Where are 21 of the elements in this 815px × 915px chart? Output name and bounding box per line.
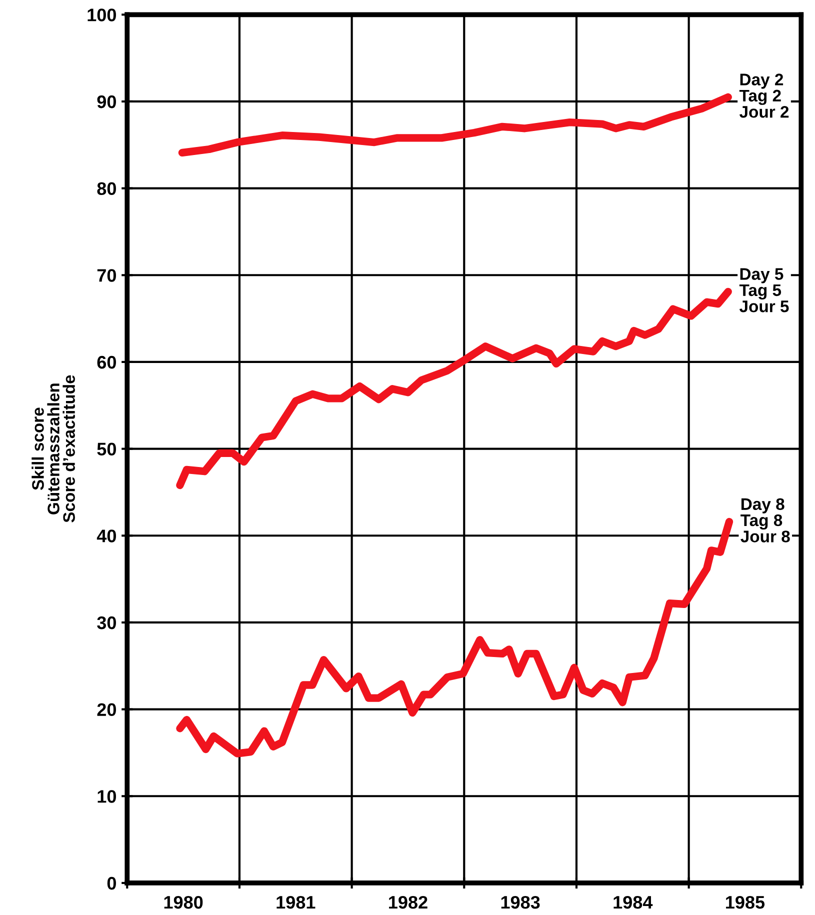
x-tick-label: 1985 xyxy=(726,896,765,909)
series-label: Day 5 Tag 5 Jour 5 xyxy=(739,268,789,312)
y-tick-label: 10 xyxy=(98,790,116,803)
y-tick-label: 70 xyxy=(97,269,116,282)
x-tick-label: 1984 xyxy=(614,896,653,909)
x-tick-label: 1980 xyxy=(164,896,203,909)
series-label: Day 8 Tag 8 Jour 8 xyxy=(740,498,790,542)
y-tick-label: 20 xyxy=(97,703,116,716)
y-tick-label: 90 xyxy=(97,95,116,108)
x-tick-label: 1981 xyxy=(276,896,316,909)
y-axis-title: Skill score Gütemasszahlen Score d’exactitude xyxy=(32,375,75,522)
y-tick-label: 60 xyxy=(97,356,116,369)
series-label: Day 2 Tag 2 Jour 2 xyxy=(739,74,789,118)
y-tick-label: 100 xyxy=(88,8,116,22)
y-tick-label: 80 xyxy=(97,182,116,196)
y-tick-label: 50 xyxy=(97,442,116,456)
y-tick-label: 40 xyxy=(96,530,116,542)
y-tick-label: 30 xyxy=(97,616,116,630)
x-tick-label: 1983 xyxy=(501,896,540,909)
x-tick-label: 1982 xyxy=(389,896,428,909)
y-tick-label: 0 xyxy=(107,876,116,890)
